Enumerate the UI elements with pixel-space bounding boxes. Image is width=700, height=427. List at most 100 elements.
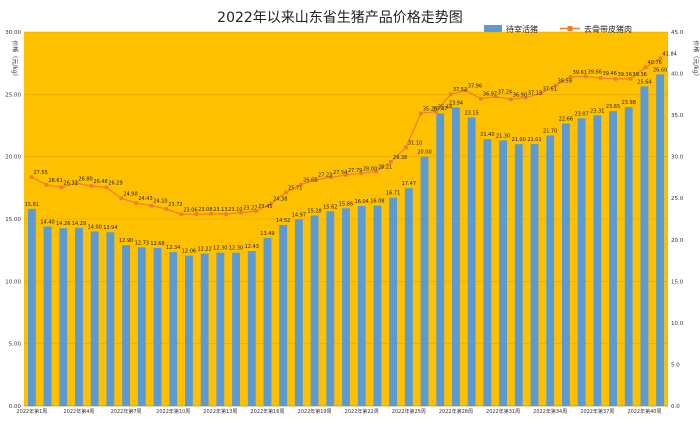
x-tick-label: 2022年第1周 bbox=[16, 408, 47, 415]
right-tick-label: 20.0 bbox=[671, 238, 684, 244]
bar bbox=[106, 232, 115, 406]
line-point bbox=[553, 83, 558, 88]
line-point bbox=[254, 209, 258, 213]
line-value-label: 27.55 bbox=[33, 170, 47, 176]
line-value-label: 36.90 bbox=[513, 92, 527, 98]
line-value-label: 26.32 bbox=[63, 180, 77, 186]
line-point bbox=[508, 97, 513, 102]
chart-title: 2022年以来山东省生猪产品价格走势图 bbox=[217, 10, 463, 26]
left-tick-label: 10.00 bbox=[5, 279, 21, 285]
line-point bbox=[404, 145, 408, 150]
bar bbox=[43, 226, 52, 406]
line-value-label: 27.23 bbox=[318, 173, 332, 179]
line-point bbox=[134, 201, 139, 205]
right-tick-label: 25.0 bbox=[671, 196, 684, 202]
bar-value-label: 15.86 bbox=[339, 201, 353, 207]
line-point bbox=[119, 196, 124, 201]
bar-value-label: 22.66 bbox=[559, 117, 573, 123]
bar bbox=[310, 215, 319, 406]
line-point bbox=[628, 77, 633, 81]
right-tick-label: 45.0 bbox=[671, 30, 684, 36]
line-value-label: 26.61 bbox=[48, 178, 62, 184]
line-value-label: 28.21 bbox=[378, 165, 392, 171]
bar bbox=[326, 211, 335, 406]
legend-bar-label: 待宰活猪 bbox=[506, 24, 538, 34]
line-point bbox=[239, 210, 243, 215]
bar-value-label: 26.60 bbox=[653, 67, 667, 73]
bar-value-label: 23.31 bbox=[590, 108, 604, 114]
bar-value-label: 23.47 bbox=[433, 106, 447, 112]
x-tick-label: 2022年第31周 bbox=[486, 408, 520, 415]
line-point bbox=[179, 212, 184, 217]
right-y-axis-label: 价格（元/kg） bbox=[692, 40, 700, 79]
x-tick-label: 2022年第13周 bbox=[203, 408, 237, 415]
right-tick-label: 5.0 bbox=[671, 362, 680, 368]
bar-value-label: 12.30 bbox=[229, 246, 243, 252]
line-value-label: 35.44 bbox=[438, 104, 452, 110]
line-value-label: 36.97 bbox=[483, 92, 497, 98]
line-series bbox=[29, 56, 663, 217]
line-point bbox=[449, 92, 453, 96]
line-value-label: 35.20 bbox=[423, 106, 437, 112]
bar-value-label: 17.47 bbox=[402, 181, 416, 187]
left-tick-label: 15.00 bbox=[5, 217, 21, 223]
bar-value-label: 16.04 bbox=[355, 199, 369, 205]
bar-value-label: 14.40 bbox=[40, 219, 54, 225]
bar-value-label: 14.00 bbox=[88, 224, 102, 230]
x-tick-label: 2022年第10周 bbox=[156, 408, 190, 415]
line-value-label: 31.10 bbox=[408, 141, 422, 147]
line-point bbox=[344, 173, 348, 177]
bar-value-label: 14.26 bbox=[56, 221, 70, 227]
line-value-label: 26.65 bbox=[303, 178, 317, 184]
line-point bbox=[194, 212, 199, 216]
right-tick-label: 40.0 bbox=[671, 72, 684, 78]
line-point bbox=[478, 96, 483, 101]
bar bbox=[185, 255, 193, 406]
bar bbox=[75, 227, 83, 406]
right-tick-label: 35.0 bbox=[671, 113, 684, 119]
bar bbox=[342, 208, 350, 406]
line-value-label: 23.72 bbox=[168, 202, 182, 208]
left-tick-label: 5.00 bbox=[9, 342, 22, 348]
bar-value-label: 25.64 bbox=[637, 79, 651, 85]
bar bbox=[656, 74, 665, 407]
bar-value-label: 12.43 bbox=[245, 244, 259, 250]
x-tick-label: 2022年第16周 bbox=[250, 408, 284, 415]
line-value-label: 24.43 bbox=[138, 196, 152, 202]
bar bbox=[404, 188, 413, 406]
line-point bbox=[209, 211, 214, 216]
bar-value-label: 15.28 bbox=[307, 209, 321, 215]
line-point bbox=[29, 175, 34, 179]
bar bbox=[200, 253, 209, 406]
bar bbox=[27, 208, 36, 406]
x-tick-label: 2022年第40周 bbox=[627, 408, 661, 415]
line-point bbox=[224, 212, 228, 216]
bar-value-label: 23.07 bbox=[574, 111, 588, 117]
line-point bbox=[464, 88, 468, 93]
line-value-label: 23.08 bbox=[198, 207, 212, 213]
bar-value-label: 23.15 bbox=[464, 110, 478, 116]
line-point bbox=[314, 177, 318, 182]
line-value-label: 26.48 bbox=[93, 179, 107, 185]
line-value-label: 23.27 bbox=[243, 206, 257, 212]
bar-value-label: 20.00 bbox=[417, 150, 431, 156]
line-value-label: 37.61 bbox=[543, 86, 557, 92]
bar-value-label: 16.71 bbox=[386, 191, 400, 197]
bar-value-label: 12.06 bbox=[182, 249, 196, 255]
line-point bbox=[374, 169, 378, 174]
bar bbox=[546, 135, 555, 406]
line-value-label: 29.38 bbox=[393, 155, 407, 161]
x-axis: 2022年第1周 2022年第4周 2022年第7周 2022年第10周 2022年第1… bbox=[16, 405, 668, 415]
line-value-label: 37.52 bbox=[453, 87, 467, 93]
x-tick-label: 2022年第22周 bbox=[345, 408, 379, 415]
bar bbox=[530, 144, 539, 407]
line-value-label: 39.46 bbox=[603, 71, 617, 77]
line-point bbox=[164, 207, 169, 211]
bar-value-label: 15.62 bbox=[323, 204, 337, 210]
bar-value-label: 23.98 bbox=[622, 100, 636, 106]
bar bbox=[263, 237, 272, 406]
bar-value-label: 21.30 bbox=[496, 133, 510, 139]
bar bbox=[169, 252, 178, 406]
line-point bbox=[568, 74, 573, 79]
x-tick-label: 2022年第25周 bbox=[392, 408, 426, 415]
